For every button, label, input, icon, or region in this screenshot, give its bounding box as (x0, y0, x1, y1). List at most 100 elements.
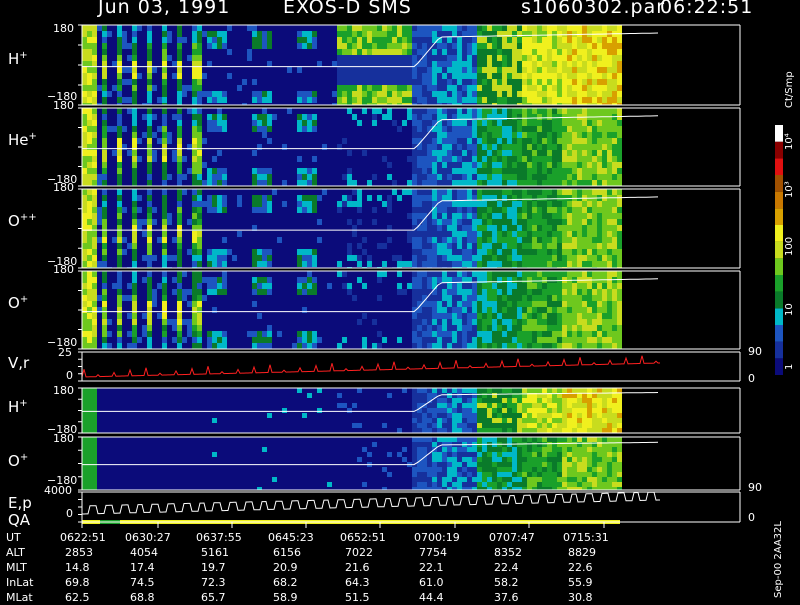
spectrogram-cell (82, 207, 87, 213)
spectrogram-cell (557, 25, 562, 31)
spectrogram-cell (127, 126, 132, 132)
spectrogram-cell (107, 289, 112, 295)
spectrogram-cell (487, 120, 492, 126)
spectrogram-cell (567, 91, 572, 97)
spectrogram-cell (97, 114, 102, 120)
spectrogram-cell (467, 156, 472, 162)
spectrogram-cell (222, 277, 227, 283)
spectrogram-cell (177, 156, 182, 162)
spectrogram-cell (102, 319, 107, 325)
spectrogram-cell (202, 231, 207, 237)
spectrogram-cell (282, 271, 287, 277)
spectrogram-cell (602, 207, 607, 213)
spectrogram-cell (232, 150, 237, 156)
spectrogram-cell (557, 249, 562, 255)
spectrogram-cell (467, 180, 472, 186)
spectrogram-cell (317, 261, 322, 267)
spectrogram-cell (387, 79, 392, 85)
spectrogram-cell (502, 261, 507, 267)
spectrogram-cell (117, 108, 122, 114)
spectrogram-cell (407, 150, 412, 156)
spectrogram-cell (322, 156, 327, 162)
spectrogram-cell (172, 319, 177, 325)
spectrogram-cell (532, 97, 537, 103)
spectrogram-cell (107, 49, 112, 55)
spectrogram-cell (167, 180, 172, 186)
spectrogram-cell (417, 120, 422, 126)
spectrogram-cell (312, 67, 317, 73)
spectrogram-cell (502, 43, 507, 49)
spectrogram-cell (387, 91, 392, 97)
spectrogram-cell (482, 237, 487, 243)
spectrogram-cell (482, 162, 487, 168)
spectrogram-cell (587, 43, 592, 49)
spectrogram-cell (277, 43, 282, 49)
spectrogram-cell (547, 31, 552, 37)
spectrogram-cell (157, 180, 162, 186)
spectrogram-cell (222, 37, 227, 43)
spectrogram-cell (562, 91, 567, 97)
spectrogram-cell (307, 108, 312, 114)
spectrogram-cell (342, 162, 347, 168)
spectrogram-cell (592, 180, 597, 186)
spectrogram-cell (182, 283, 187, 289)
spectrogram-cell (337, 261, 342, 267)
spectrogram-cell (102, 313, 107, 319)
spectrogram-cell (297, 138, 302, 144)
spectrogram-cell (422, 73, 427, 79)
spectrogram-cell (422, 168, 427, 174)
spectrogram-cell (87, 108, 92, 114)
spectrogram-cell (392, 207, 397, 213)
spectrogram-cell (162, 43, 167, 49)
spectrogram-cell (92, 49, 97, 55)
spectrogram-cell (262, 114, 267, 120)
spectrogram-cell (312, 73, 317, 79)
spectrogram-cell (172, 31, 177, 37)
spectrogram-cell (557, 108, 562, 114)
spectrogram-cell (92, 295, 97, 301)
spectrogram-cell (292, 243, 297, 249)
spectrogram-cell (347, 25, 352, 31)
spectrogram-cell (342, 168, 347, 174)
spectrogram-cell (222, 73, 227, 79)
spectrogram-cell (297, 108, 302, 114)
spectrogram-cell (437, 225, 442, 231)
spectrogram-cell (592, 249, 597, 255)
spectrogram-cell (277, 313, 282, 319)
spectrogram-cell (102, 261, 107, 267)
spectrogram-cell (117, 319, 122, 325)
spectrogram-cell (312, 156, 317, 162)
spectrogram-cell (227, 31, 232, 37)
spectrogram-cell (152, 114, 157, 120)
spectrogram-cell (457, 31, 462, 37)
spectrogram-cell (367, 189, 372, 195)
spectrogram-cell (122, 37, 127, 43)
spectrogram-cell (482, 67, 487, 73)
spectrogram-cell (577, 49, 582, 55)
spectrogram-cell (477, 120, 482, 126)
spectrogram-cell (242, 180, 247, 186)
spectrogram-cell (417, 85, 422, 91)
spectrogram-cell (142, 313, 147, 319)
spectrogram-cell (142, 31, 147, 37)
spectrogram-cell (192, 277, 197, 283)
spectrogram-cell (207, 132, 212, 138)
spectrogram-cell (317, 91, 322, 97)
spectrogram-cell (452, 261, 457, 267)
spectrogram-cell (487, 219, 492, 225)
spectrogram-cell (597, 97, 602, 103)
spectrogram-cell (337, 243, 342, 249)
spectrogram-cell (522, 31, 527, 37)
spectrogram-cell (172, 132, 177, 138)
spectrogram-cell (402, 73, 407, 79)
spectrogram-cell (292, 114, 297, 120)
spectrogram-cell (487, 213, 492, 219)
spectrogram-cell (332, 213, 337, 219)
spectrogram-cell (437, 79, 442, 85)
spectrogram-cell (377, 249, 382, 255)
spectrogram-cell (437, 73, 442, 79)
spectrogram-cell (202, 73, 207, 79)
spectrogram-cell (362, 91, 367, 97)
spectrogram-cell (372, 79, 377, 85)
spectrogram-cell (167, 138, 172, 144)
